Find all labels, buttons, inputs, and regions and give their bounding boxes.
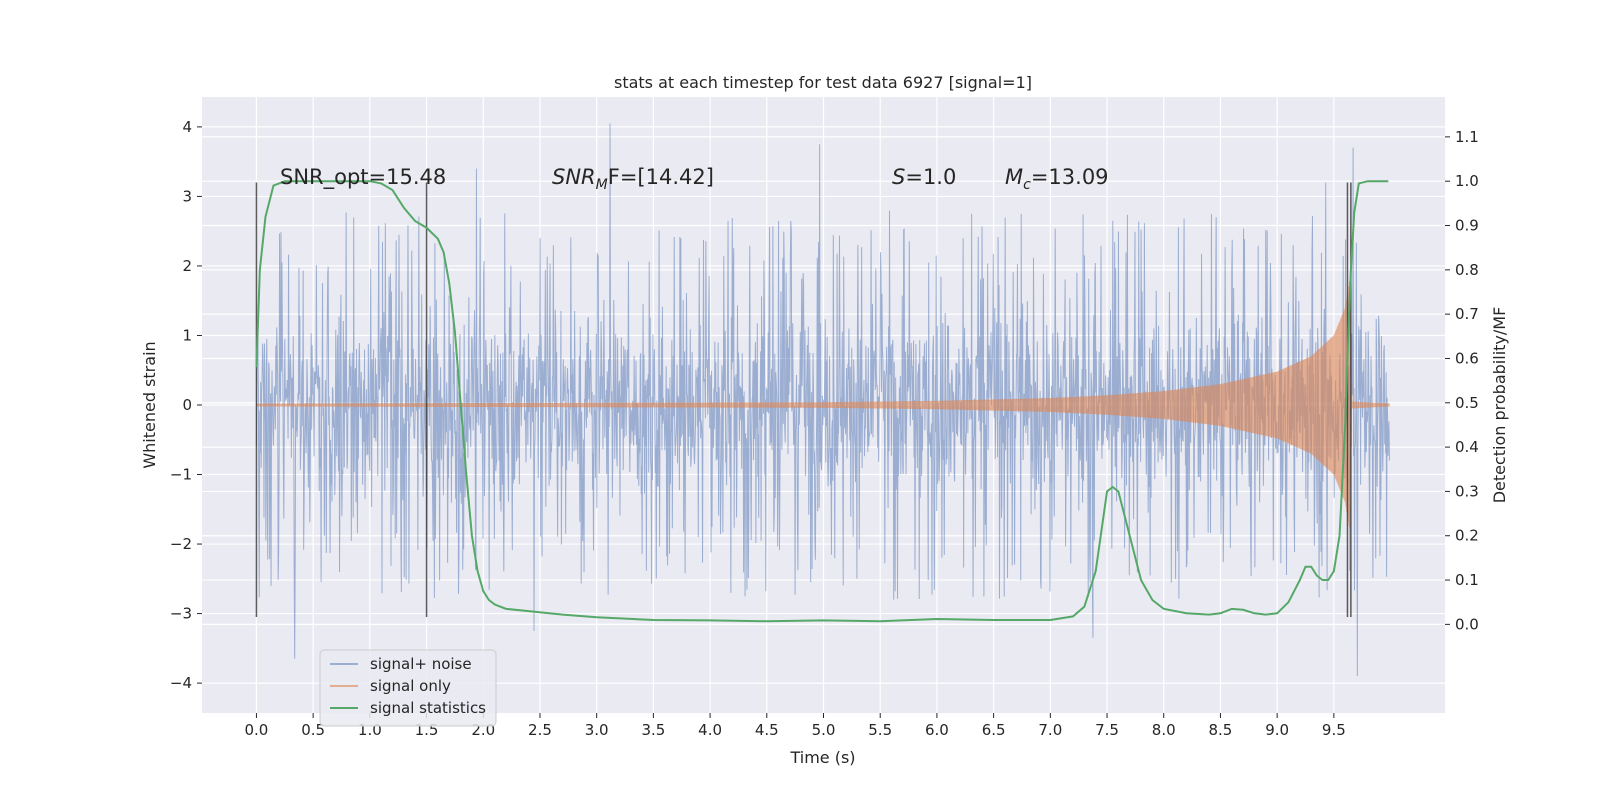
y2-tick-label-7: 0.4 [1455, 438, 1479, 456]
x-tick-label-7: 3.5 [641, 721, 665, 739]
y-tick-label-8: −4 [170, 674, 192, 692]
x-tick-label-14: 7.0 [1038, 721, 1062, 739]
signal-only-series [255, 281, 1390, 529]
noise-trace [255, 123, 1390, 677]
annotation-snr-opt: SNR_opt=15.48 [280, 165, 446, 190]
y2-tick-label-8: 0.3 [1455, 482, 1479, 500]
x-tick-label-0: 0.0 [245, 721, 269, 739]
x-tick-label-9: 4.5 [755, 721, 779, 739]
statistics-line [255, 180, 1389, 623]
x-tick-label-11: 5.5 [868, 721, 892, 739]
snr-mf-main: SNR [552, 165, 596, 189]
signal-noise-series [255, 123, 1390, 677]
x-tick-label-19: 9.5 [1322, 721, 1346, 739]
legend-label-signal-statistics: signal statistics [370, 699, 486, 717]
signal-statistics-series [255, 180, 1389, 623]
s-rest: =1.0 [905, 165, 956, 189]
y-axis-label: Whitened strain [140, 341, 159, 468]
y-tick-label-0: 4 [182, 118, 192, 136]
legend-label-signal-only: signal only [370, 677, 451, 695]
x-tick-label-13: 6.5 [982, 721, 1006, 739]
y-tick-label-6: −2 [170, 535, 192, 553]
y2-tick-label-10: 0.1 [1455, 571, 1479, 589]
y2-tick-label-5: 0.6 [1455, 349, 1479, 367]
x-tick-label-18: 9.0 [1265, 721, 1289, 739]
x-tick-label-15: 7.5 [1095, 721, 1119, 739]
annotation-s: S=1.0 [892, 165, 956, 189]
x-tick-label-16: 8.0 [1152, 721, 1176, 739]
legend-box [319, 649, 497, 727]
y2-tick-label-4: 0.7 [1455, 305, 1479, 323]
y-tick-label-1: 3 [182, 187, 192, 205]
x-axis-label: Time (s) [789, 748, 855, 767]
y-tick-label-2: 2 [182, 257, 192, 275]
y2-tick-label-3: 0.8 [1455, 261, 1479, 279]
y-axis-ticks: 4 3 2 1 0 −1 −2 −3 −4 [170, 118, 202, 692]
annotation-snr-mf: SNRMF=[14.42] [552, 165, 714, 193]
mc-sub: c [1023, 177, 1031, 193]
snr-mf-sub: M [596, 177, 608, 193]
mc-main: M [1005, 165, 1023, 189]
x-tick-label-1: 0.5 [301, 721, 325, 739]
legend-label-signal-noise: signal+ noise [370, 655, 472, 673]
s-main: S [892, 165, 905, 189]
y-tick-label-4: 0 [182, 396, 192, 414]
y2-tick-label-1: 1.0 [1455, 172, 1479, 190]
x-tick-label-17: 8.5 [1209, 721, 1233, 739]
x-tick-label-5: 2.5 [528, 721, 552, 739]
x-tick-label-12: 6.0 [925, 721, 949, 739]
y-tick-label-3: 1 [182, 326, 192, 344]
x-tick-label-8: 4.0 [698, 721, 722, 739]
y2-axis-ticks: 1.1 1.0 0.9 0.8 0.7 0.6 0.5 0.4 0.3 0.2 0.1 0.0 [1445, 128, 1479, 633]
x-tick-label-10: 5.0 [812, 721, 836, 739]
y2-tick-label-6: 0.5 [1455, 394, 1479, 412]
legend: signal+ noise signal only signal statist… [319, 649, 497, 727]
y2-tick-label-2: 0.9 [1455, 217, 1479, 235]
chart-title: stats at each timestep for test data 692… [614, 73, 1032, 92]
x-tick-label-6: 3.0 [585, 721, 609, 739]
y2-tick-label-0: 1.1 [1455, 128, 1479, 146]
y2-tick-label-11: 0.0 [1455, 615, 1479, 633]
mc-rest: =13.09 [1031, 165, 1109, 189]
y2-axis-label: Detection probability/MF [1490, 307, 1509, 504]
y-tick-label-7: −3 [170, 605, 192, 623]
y2-tick-label-9: 0.2 [1455, 527, 1479, 545]
annotation-mc: Mc=13.09 [1005, 165, 1109, 193]
snr-mf-rest: F=[14.42] [608, 165, 714, 189]
y-tick-label-5: −1 [170, 466, 192, 484]
x-axis-ticks: 0.0 0.5 1.0 1.5 2.0 2.5 3.0 3.5 4.0 4.5 5.0 5.5 6.0 6… [245, 713, 1346, 739]
chirp-trace [255, 281, 1390, 529]
